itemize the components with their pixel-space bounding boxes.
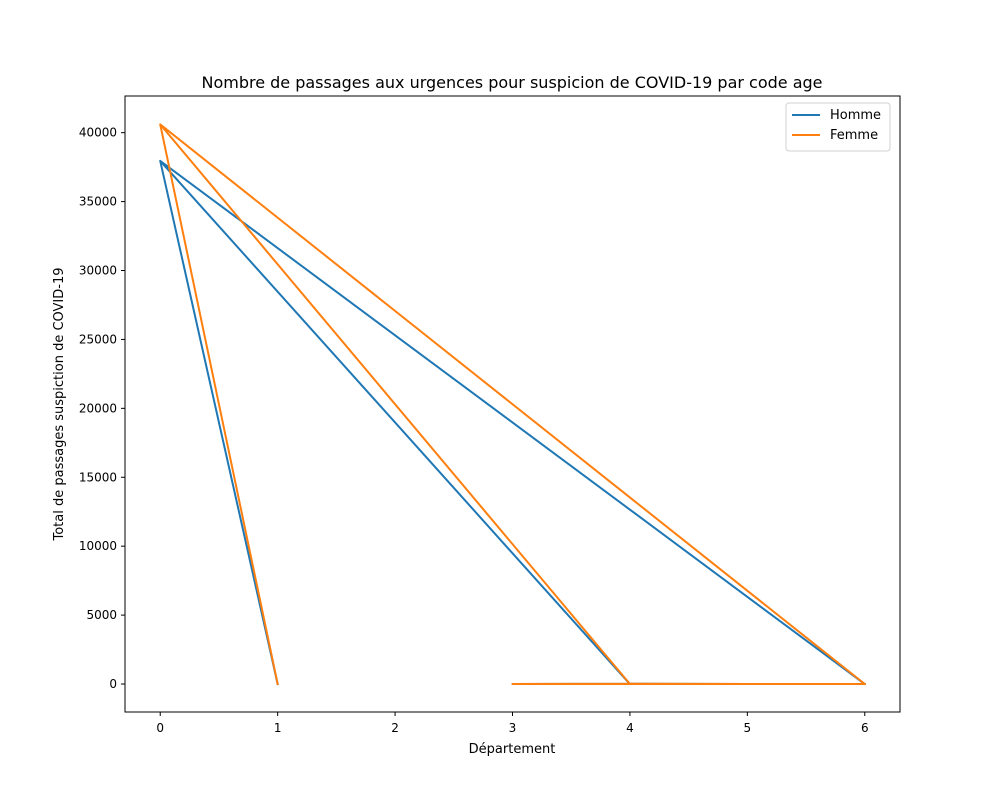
y-axis-label: Total de passages suspiction de COVID-19 bbox=[52, 267, 67, 541]
y-tick-label: 35000 bbox=[79, 195, 117, 209]
y-tick-label: 10000 bbox=[79, 539, 117, 553]
chart-title: Nombre de passages aux urgences pour sus… bbox=[201, 73, 822, 92]
y-tick-label: 40000 bbox=[79, 126, 117, 140]
legend: Homme Femme bbox=[785, 102, 891, 152]
legend-label-femme: Femme bbox=[830, 128, 878, 143]
y-tick-label: 5000 bbox=[86, 608, 117, 622]
x-tick-label: 1 bbox=[274, 721, 282, 735]
x-axis-label: Département bbox=[469, 742, 556, 757]
y-tick-label: 25000 bbox=[79, 332, 117, 346]
legend-label-homme: Homme bbox=[830, 108, 881, 123]
x-tick-label: 6 bbox=[861, 721, 869, 735]
x-tick-label: 4 bbox=[626, 721, 634, 735]
x-tick-label: 5 bbox=[744, 721, 752, 735]
series-layer bbox=[159, 123, 866, 686]
y-tick-label: 30000 bbox=[79, 264, 117, 278]
y-tick-label: 0 bbox=[109, 677, 117, 691]
y-tick-label: 15000 bbox=[79, 470, 117, 484]
x-tick-label: 2 bbox=[391, 721, 399, 735]
y-tick-label: 20000 bbox=[79, 401, 117, 415]
x-tick-label: 3 bbox=[509, 721, 517, 735]
series-line-femme bbox=[159, 123, 866, 686]
y-axis-ticks: 0 5000 10000 15000 20000 25000 30000 35000 40000 bbox=[79, 126, 125, 691]
x-axis-ticks: 0 1 2 3 4 5 6 bbox=[156, 712, 869, 735]
x-tick-label: 0 bbox=[156, 721, 164, 735]
